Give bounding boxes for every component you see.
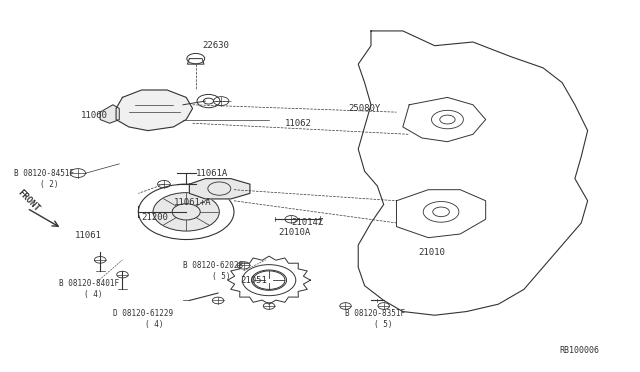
Text: D 08120-61229: D 08120-61229 <box>113 309 173 318</box>
Text: ( 5): ( 5) <box>212 272 230 281</box>
Polygon shape <box>116 90 193 131</box>
Text: 21051: 21051 <box>241 276 268 285</box>
Text: FRONT: FRONT <box>16 189 41 214</box>
Text: 11061A: 11061A <box>196 169 228 177</box>
Text: 21014Z: 21014Z <box>291 218 324 227</box>
Text: B 08120-62028: B 08120-62028 <box>183 261 243 270</box>
Text: B 08120-8401F: B 08120-8401F <box>59 279 119 288</box>
Text: ( 5): ( 5) <box>374 320 393 329</box>
Text: 11061: 11061 <box>75 231 102 240</box>
Text: ( 4): ( 4) <box>84 291 103 299</box>
Text: 11061+A: 11061+A <box>173 198 211 207</box>
Text: 21010: 21010 <box>419 248 445 257</box>
Text: RB100006: RB100006 <box>559 346 599 355</box>
Polygon shape <box>189 179 250 199</box>
Polygon shape <box>100 105 119 123</box>
Circle shape <box>153 193 220 231</box>
Text: 21200: 21200 <box>141 213 168 222</box>
Text: 11060: 11060 <box>81 111 108 121</box>
Text: ( 4): ( 4) <box>145 320 163 329</box>
Text: 25080Y: 25080Y <box>349 104 381 113</box>
Text: ( 2): ( 2) <box>40 180 58 189</box>
Text: B 08120-8451F: B 08120-8451F <box>14 169 74 177</box>
Text: 22630: 22630 <box>202 41 229 50</box>
Text: 21010A: 21010A <box>278 228 311 237</box>
Text: 11062: 11062 <box>285 119 312 128</box>
Text: B 08120-8351F: B 08120-8351F <box>346 309 406 318</box>
